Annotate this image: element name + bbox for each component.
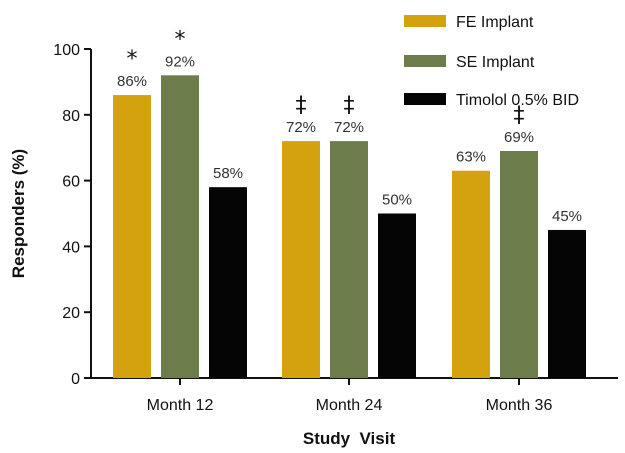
legend-label: SE Implant [456,54,535,71]
legend: FE Implant SE Implant Timolol 0.5% BID [404,14,579,109]
bar-value-label: 45% [552,208,582,225]
x-tick-label: Month 12 [147,397,214,414]
legend-swatch [404,15,446,27]
legend-label: FE Implant [456,14,534,31]
significance-marker: ‡ [514,103,525,128]
y-axis-title: Responders (%) [9,149,28,278]
bar-value-label: 50% [382,192,412,209]
significance-marker: * [127,47,138,72]
x-tick-label: Month 36 [486,397,553,414]
y-tick-label: 40 [62,239,80,256]
bar [330,141,368,378]
y-tick-label: 100 [53,42,80,59]
legend-label: Timolol 0.5% BID [456,92,579,109]
significance-marker: ‡ [296,93,307,118]
y-tick-label: 0 [71,371,80,388]
x-ticks: Month 12 Month 24 Month 36 [147,378,553,414]
bar [452,170,490,378]
bars: 86%* 92%*58%72%‡72%‡50%63%69%‡45% [113,27,586,378]
y-tick-label: 80 [62,108,80,125]
y-tick-label: 20 [62,305,80,322]
y-ticks: 0 20 40 60 80 100 [53,42,91,388]
x-axis-title: Study Visit [303,429,396,448]
legend-swatch [404,55,446,67]
bar [282,141,320,378]
bar [378,213,416,378]
bar-value-label: 72% [286,119,316,136]
bar-value-label: 58% [213,165,243,182]
y-tick-label: 60 [62,174,80,191]
bar [113,95,151,378]
bar [161,75,199,378]
x-tick-label: Month 24 [316,397,383,414]
bar-value-label: 72% [334,119,364,136]
bar-value-label: 63% [456,149,486,166]
legend-item: SE Implant [404,54,535,71]
legend-item: FE Implant [404,14,534,31]
bar-value-label: 92% [165,53,195,70]
bar [500,150,538,378]
bar [209,187,247,378]
legend-swatch [404,93,446,105]
significance-marker: ‡ [344,93,355,118]
legend-item: Timolol 0.5% BID [404,92,579,109]
bar-value-label: 69% [504,129,534,146]
significance-marker: * [175,27,186,52]
bar-value-label: 86% [117,73,147,90]
bar [548,229,586,378]
